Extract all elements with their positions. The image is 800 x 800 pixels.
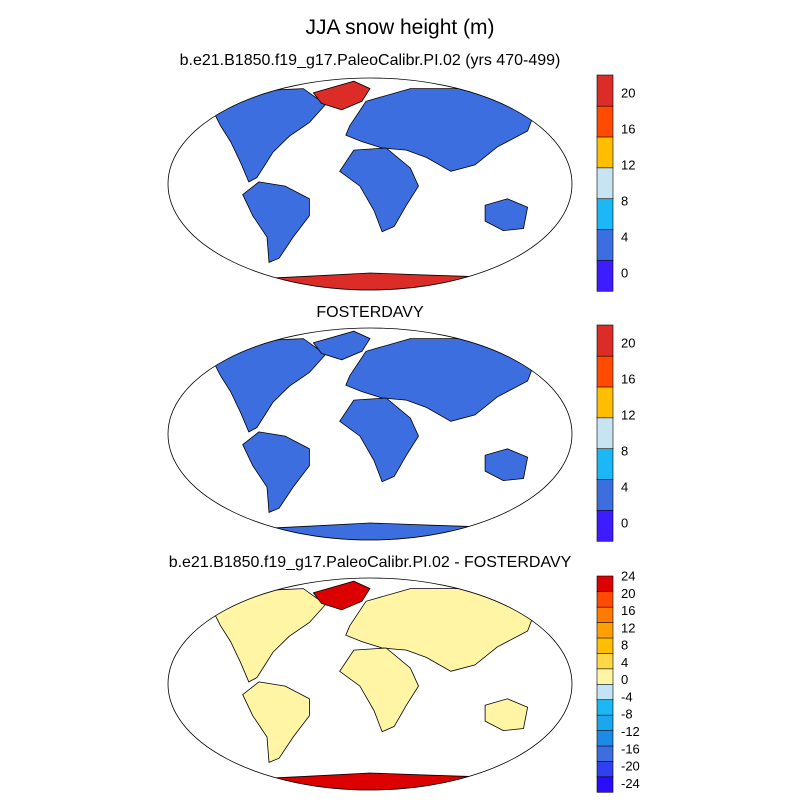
colorbar-3-tick-1: -20 bbox=[621, 759, 640, 774]
colorbar-2-bin-5 bbox=[596, 355, 614, 388]
colorbar-3-tick-7: 4 bbox=[621, 655, 628, 670]
colorbar-1-bin-1 bbox=[596, 228, 614, 261]
region-south-america-p2 bbox=[242, 431, 310, 513]
region-eurasia-p2 bbox=[345, 338, 537, 422]
colorbar-1-bin-2 bbox=[596, 198, 614, 230]
colorbar-1-bin-5 bbox=[596, 105, 614, 138]
colorbar-3-bin-6 bbox=[596, 683, 614, 701]
colorbar-2-tick-1: 4 bbox=[621, 480, 628, 495]
map-3 bbox=[168, 578, 572, 790]
region-north-america-p3 bbox=[211, 588, 327, 683]
colorbar-2-tick-2: 8 bbox=[621, 444, 628, 459]
colorbar-2-bin-4 bbox=[596, 386, 614, 419]
panel-2-title: FOSTERDAVY bbox=[316, 304, 424, 321]
colorbar-1-bin-3 bbox=[596, 167, 614, 200]
colorbar-3-bin-0 bbox=[596, 776, 614, 793]
colorbar-3-bin-4 bbox=[596, 714, 614, 731]
map-2 bbox=[168, 328, 572, 540]
colorbar-2-tick-4: 16 bbox=[621, 372, 635, 387]
colorbar-1-tick-5: 20 bbox=[621, 86, 635, 101]
colorbar-3-tick-0: -24 bbox=[621, 776, 640, 791]
colorbar-2-tick-5: 20 bbox=[621, 336, 635, 351]
colorbar-3-bin-1 bbox=[596, 760, 614, 778]
colorbar-3-tick-6: 0 bbox=[621, 672, 628, 687]
region-africa-p3 bbox=[339, 647, 419, 733]
colorbar-3-tick-10: 16 bbox=[621, 603, 635, 618]
colorbar-2-bin-1 bbox=[596, 478, 614, 511]
region-north-america-p1 bbox=[211, 88, 327, 183]
region-greenland-p1 bbox=[312, 80, 371, 111]
colorbar-2-tick-0: 0 bbox=[621, 516, 628, 531]
colorbar-3-tick-9: 12 bbox=[621, 620, 635, 635]
colorbar-3-bin-10 bbox=[596, 621, 614, 639]
colorbar-1-tick-3: 12 bbox=[621, 158, 635, 173]
region-africa-p1 bbox=[339, 147, 419, 233]
colorbar-3-tick-11: 20 bbox=[621, 586, 635, 601]
panel-1-title: b.e21.B1850.f19_g17.PaleoCalibr.PI.02 (y… bbox=[179, 52, 561, 69]
colorbar-3-bin-11 bbox=[596, 606, 614, 623]
colorbar-3-bin-8 bbox=[596, 652, 614, 670]
colorbar-3-tick-12: 24 bbox=[621, 569, 635, 584]
colorbar-2-tick-3: 12 bbox=[621, 408, 635, 423]
colorbar-1-bin-4 bbox=[596, 136, 614, 169]
region-africa-p2 bbox=[339, 397, 419, 483]
colorbar-3-tick-4: -8 bbox=[621, 707, 633, 722]
colorbar-3-bin-3 bbox=[596, 729, 614, 747]
region-eurasia-p1 bbox=[345, 88, 537, 172]
colorbar-3-bin-9 bbox=[596, 637, 614, 654]
colorbar-3-tick-3: -12 bbox=[621, 724, 640, 739]
map-border-1 bbox=[167, 77, 573, 291]
colorbar-1-bin-0 bbox=[596, 259, 614, 292]
colorbar-1-bin-6 bbox=[596, 74, 614, 107]
map-1 bbox=[168, 78, 572, 290]
colorbar-1-tick-2: 8 bbox=[621, 194, 628, 209]
region-greenland-p3 bbox=[312, 580, 371, 611]
region-greenland-p2 bbox=[312, 330, 371, 361]
colorbar-2-bin-0 bbox=[596, 509, 614, 542]
region-south-america-p1 bbox=[242, 181, 310, 263]
colorbar-2-bin-2 bbox=[596, 448, 614, 480]
map-border-3 bbox=[167, 577, 573, 791]
region-north-america-p2 bbox=[211, 338, 327, 433]
map-border-2 bbox=[167, 327, 573, 541]
colorbar-3-bin-13 bbox=[596, 575, 614, 593]
colorbar-2-bin-3 bbox=[596, 417, 614, 450]
colorbar-3-bin-5 bbox=[596, 699, 614, 716]
colorbar-1-tick-0: 0 bbox=[621, 266, 628, 281]
colorbar-3-tick-5: -4 bbox=[621, 690, 633, 705]
region-australia-p2 bbox=[484, 448, 529, 482]
region-australia-p3 bbox=[484, 698, 529, 732]
panel-3-title: b.e21.B1850.f19_g17.PaleoCalibr.PI.02 - … bbox=[168, 554, 572, 571]
region-south-america-p3 bbox=[242, 681, 310, 763]
figure-title: JJA snow height (m) bbox=[305, 16, 495, 39]
region-eurasia-p3 bbox=[345, 588, 537, 672]
colorbar-1-tick-4: 16 bbox=[621, 122, 635, 137]
colorbar-3-bin-7 bbox=[596, 668, 614, 685]
colorbar-1-tick-1: 4 bbox=[621, 230, 628, 245]
colorbar-3-tick-2: -16 bbox=[621, 741, 640, 756]
colorbar-3-tick-8: 8 bbox=[621, 638, 628, 653]
colorbar-3-bin-2 bbox=[596, 745, 614, 762]
colorbar-2-bin-6 bbox=[596, 324, 614, 357]
region-australia-p1 bbox=[484, 198, 529, 232]
colorbar-3-bin-12 bbox=[596, 591, 614, 608]
